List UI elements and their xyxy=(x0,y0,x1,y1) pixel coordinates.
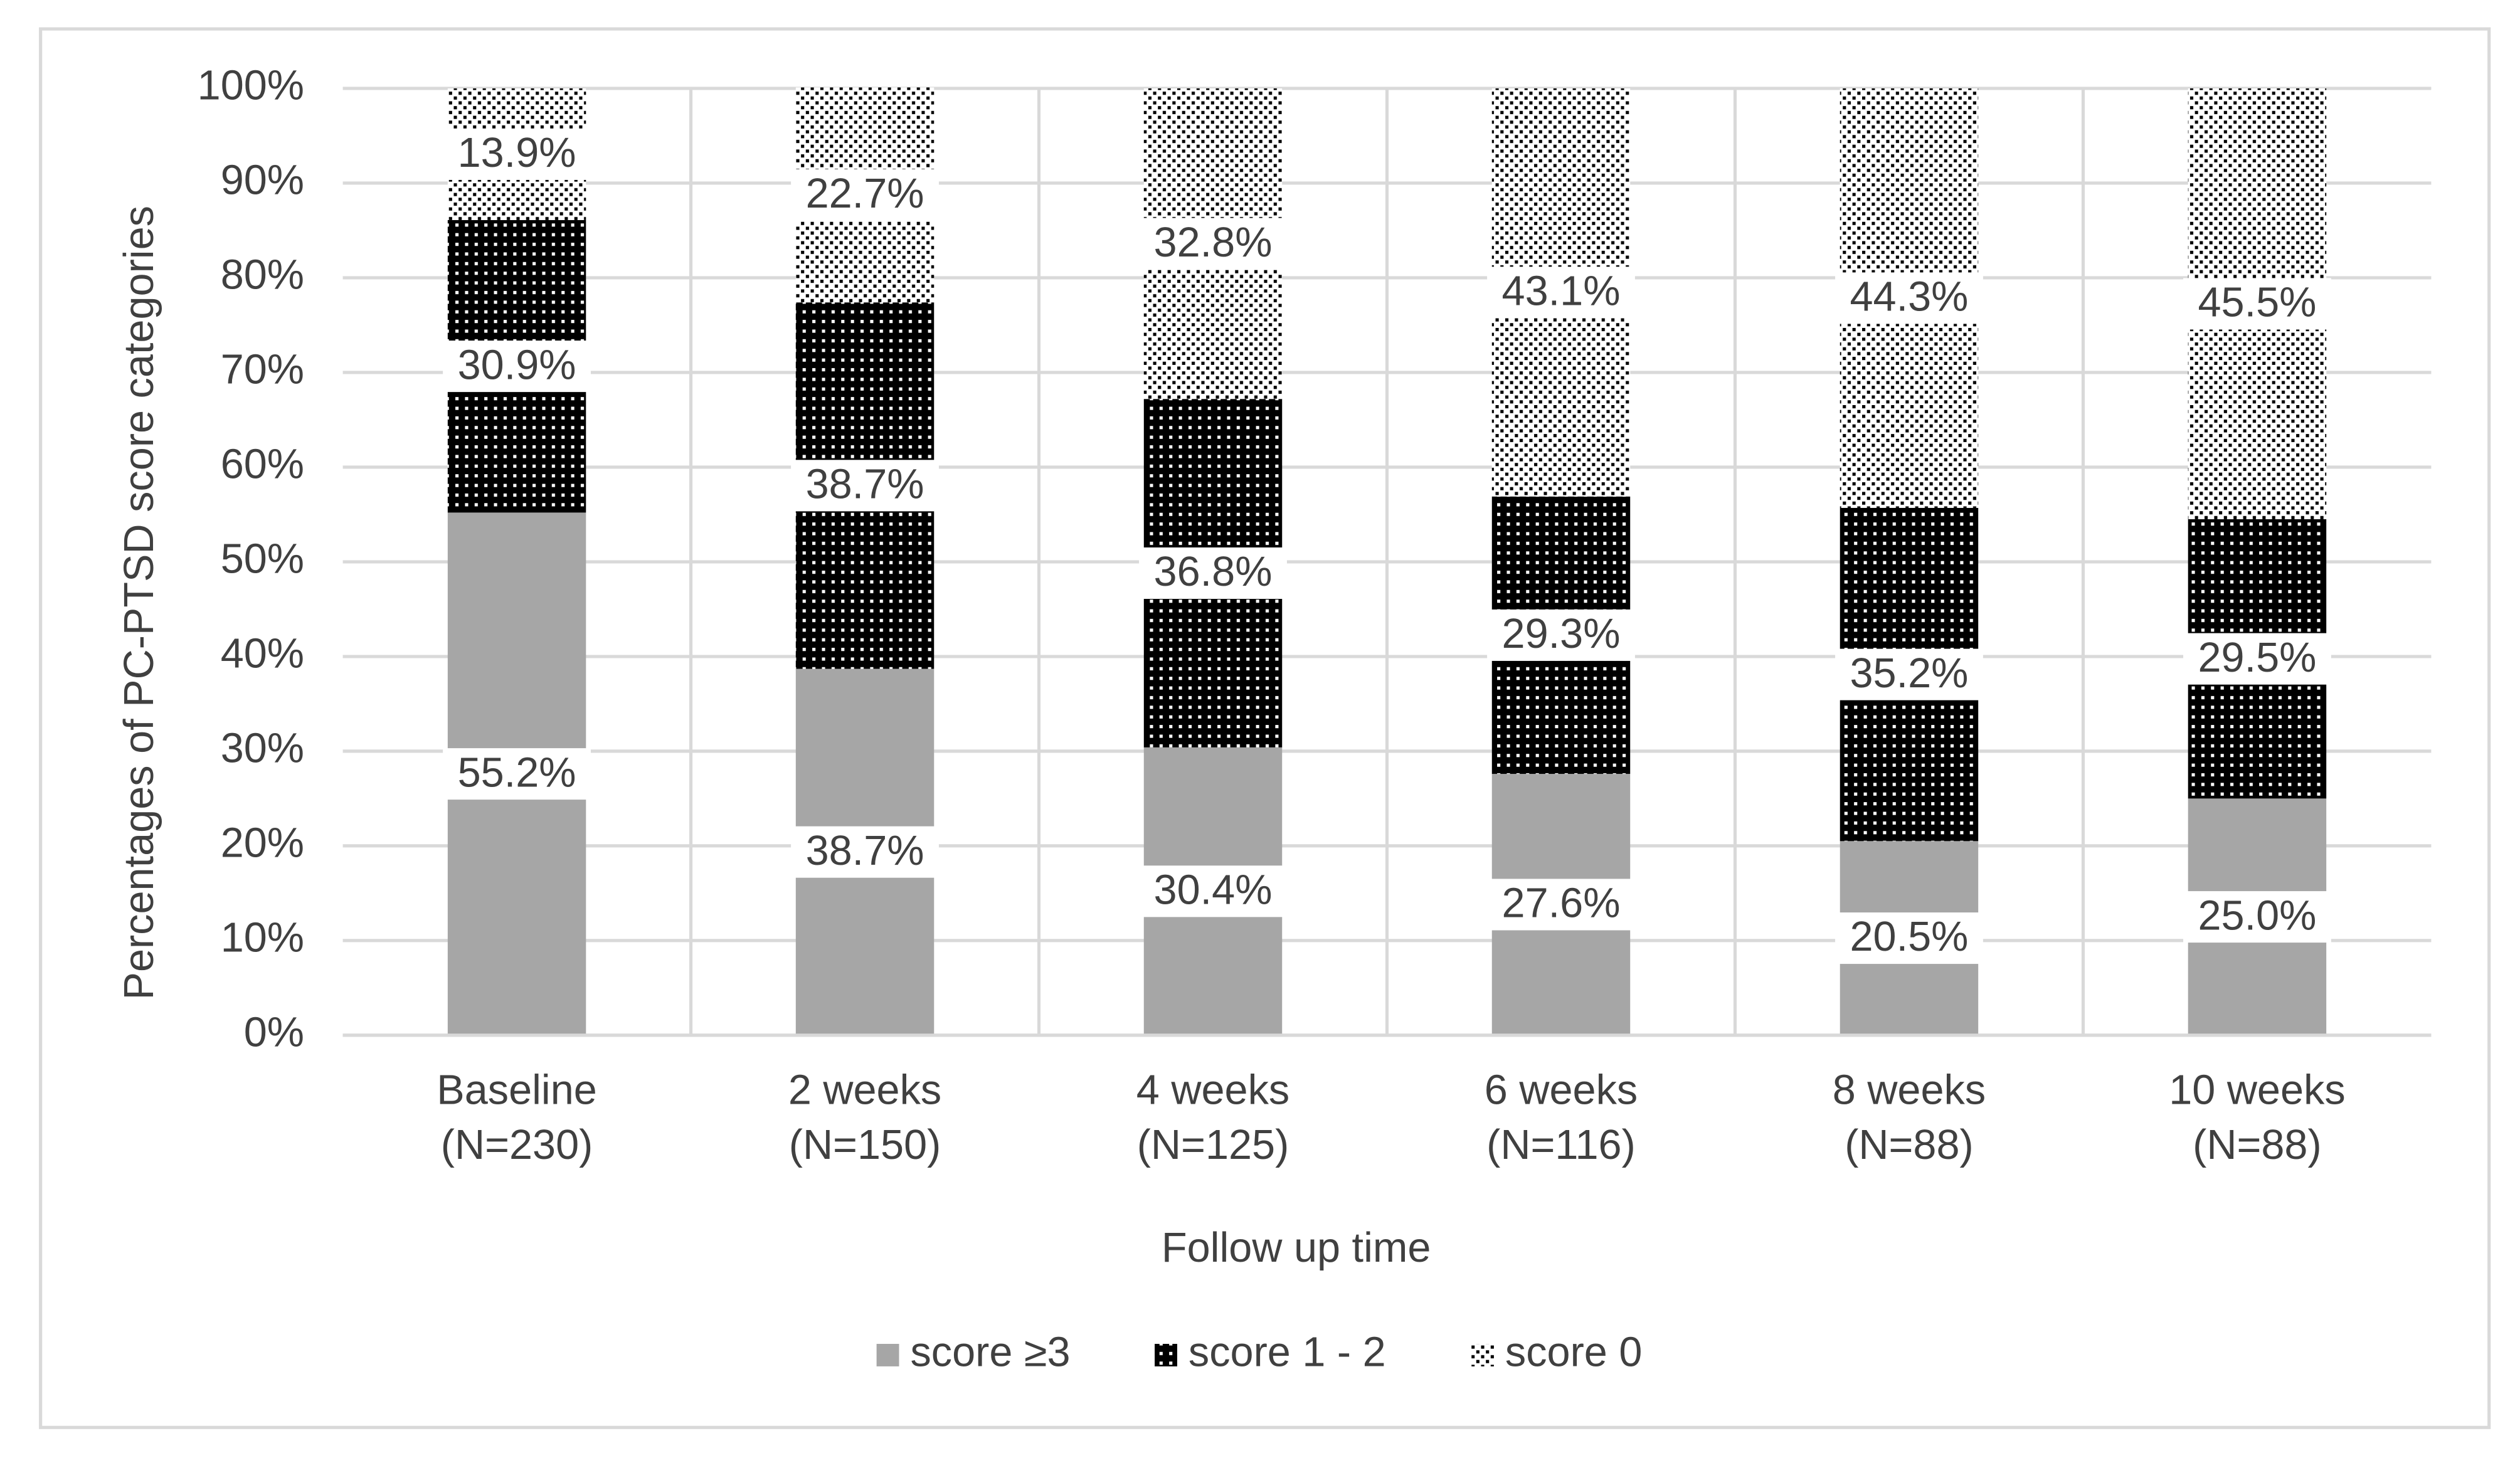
value-label: 32.8% xyxy=(1154,219,1273,266)
value-label-bg xyxy=(1139,218,1287,270)
y-tick-label: 50% xyxy=(221,536,304,583)
value-label: 55.2% xyxy=(458,749,576,796)
value-label: 30.9% xyxy=(458,342,576,388)
x-tick-label: 4 weeks xyxy=(1136,1067,1289,1114)
value-label-bg xyxy=(2183,278,2331,330)
value-label: 45.5% xyxy=(2198,280,2316,326)
value-label: 13.9% xyxy=(458,130,576,176)
value-label: 29.5% xyxy=(2198,635,2316,681)
y-tick-label: 100% xyxy=(198,63,304,109)
y-tick-label: 0% xyxy=(244,1009,304,1055)
value-label: 20.5% xyxy=(1850,914,1969,960)
x-tick-label: 6 weeks xyxy=(1485,1067,1638,1114)
y-tick-label: 70% xyxy=(221,347,304,393)
value-label: 22.7% xyxy=(806,171,924,217)
value-label-bg xyxy=(1487,879,1635,931)
value-label-bg xyxy=(2183,891,2331,943)
value-label: 30.4% xyxy=(1154,867,1273,914)
value-label-bg xyxy=(791,460,939,512)
value-label: 25.0% xyxy=(2198,892,2316,939)
value-label: 27.6% xyxy=(1502,880,1621,927)
value-label-bg xyxy=(2183,633,2331,685)
x-tick-label: (N=88) xyxy=(1845,1122,1974,1168)
legend-swatch xyxy=(876,1343,899,1366)
value-label-bg xyxy=(791,826,939,878)
x-tick-label: (N=116) xyxy=(1486,1122,1636,1168)
value-label-bg xyxy=(443,748,591,800)
y-tick-label: 20% xyxy=(221,820,304,866)
value-label-bg xyxy=(1835,912,1983,964)
x-tick-label: (N=230) xyxy=(441,1122,593,1168)
y-tick-label: 60% xyxy=(221,441,304,488)
value-label: 29.3% xyxy=(1502,611,1621,657)
legend-swatch xyxy=(1471,1343,1494,1366)
legend-label: score 0 xyxy=(1505,1329,1642,1376)
value-label: 38.7% xyxy=(806,462,924,508)
legend-label: score 1 - 2 xyxy=(1189,1329,1386,1376)
y-axis-label: Percentages of PC-PTSD score categories xyxy=(116,206,162,1000)
value-label-bg xyxy=(1139,547,1287,600)
value-label: 43.1% xyxy=(1502,268,1621,315)
x-tick-label: 8 weeks xyxy=(1833,1067,1986,1114)
x-tick-label: (N=125) xyxy=(1137,1122,1289,1168)
value-label-bg xyxy=(1139,865,1287,917)
value-label: 44.3% xyxy=(1850,274,1969,320)
value-label-bg xyxy=(443,341,591,393)
x-tick-label: (N=150) xyxy=(789,1122,941,1168)
y-tick-label: 40% xyxy=(221,631,304,677)
value-label: 36.8% xyxy=(1154,549,1273,595)
value-label-bg xyxy=(1487,609,1635,661)
x-tick-label: 2 weeks xyxy=(788,1067,941,1114)
legend-swatch xyxy=(1155,1343,1177,1366)
value-label-bg xyxy=(1835,272,1983,324)
y-tick-label: 10% xyxy=(221,914,304,961)
x-tick-label: Baseline xyxy=(437,1067,597,1114)
value-label-bg xyxy=(791,169,939,221)
x-axis-label: Follow up time xyxy=(1162,1225,1431,1271)
x-tick-label: (N=88) xyxy=(2193,1122,2322,1168)
value-label-bg xyxy=(443,128,591,180)
y-tick-label: 90% xyxy=(221,157,304,204)
value-label: 35.2% xyxy=(1850,650,1969,697)
value-label: 38.7% xyxy=(806,828,924,874)
y-tick-label: 30% xyxy=(221,725,304,771)
value-label-bg xyxy=(1487,267,1635,319)
legend-label: score ≥3 xyxy=(910,1329,1070,1376)
value-label-bg xyxy=(1835,648,1983,700)
x-tick-label: 10 weeks xyxy=(2169,1067,2345,1114)
y-tick-label: 80% xyxy=(221,252,304,298)
